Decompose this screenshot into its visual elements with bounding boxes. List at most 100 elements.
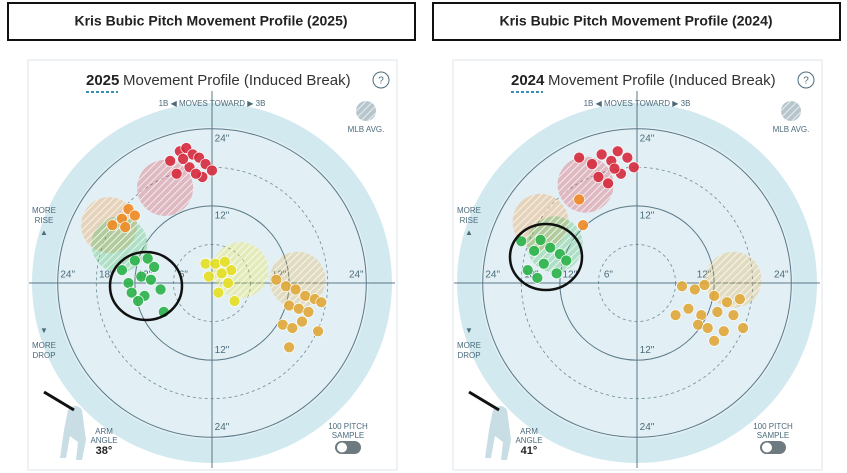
- pitch-point: [170, 167, 183, 180]
- pitch-point: [669, 309, 682, 321]
- pitch-point: [154, 283, 167, 296]
- pitch-point: [534, 234, 547, 246]
- pitch-point: [689, 283, 701, 296]
- arm-angle-value: 38°: [96, 445, 113, 457]
- pitch-point: [698, 279, 711, 291]
- arm-angle-label: ARM: [95, 427, 113, 436]
- header-title: Kris Bubic Pitch Movement Profile (2025): [74, 13, 347, 29]
- sample-label: SAMPLE: [332, 431, 364, 440]
- pitch-point: [145, 273, 157, 286]
- ring-label: 12": [640, 345, 655, 356]
- ring-label: 24": [774, 270, 789, 281]
- pitch-point: [515, 235, 528, 248]
- ring-label: 24": [349, 270, 364, 281]
- pitch-point: [560, 254, 573, 267]
- pitch-point: [283, 341, 295, 354]
- pitch-point: [531, 272, 544, 284]
- ring-label: 24": [640, 422, 655, 433]
- pitcher-figure: [485, 406, 511, 460]
- help-icon[interactable]: [372, 71, 390, 89]
- pitch-point: [544, 241, 557, 254]
- pitch-point: [721, 296, 733, 309]
- pitcher-figure: [60, 406, 86, 460]
- pitch-point: [577, 219, 589, 231]
- pitch-point: [202, 270, 215, 283]
- arm-line: [468, 390, 500, 412]
- sample-label: 100 PITCH: [753, 422, 793, 431]
- help-icon[interactable]: [797, 71, 815, 89]
- arm-line: [43, 390, 75, 412]
- pitch-point: [708, 335, 720, 347]
- mlb-avg-label: MLB AVG.: [773, 125, 810, 134]
- pitch-point: [528, 245, 540, 257]
- mlb-average-hatch: [557, 156, 614, 213]
- pitch-point: [315, 296, 328, 309]
- pitch-point: [602, 177, 614, 190]
- pitch-point: [270, 273, 283, 286]
- pitch-point: [734, 293, 746, 305]
- arm-angle-label: ANGLE: [90, 436, 117, 445]
- ring-label: 12": [563, 270, 578, 281]
- pitch-point: [586, 158, 598, 170]
- pitch-point: [212, 286, 225, 299]
- pitch-point: [132, 295, 144, 307]
- drop-arrow: ▼: [465, 326, 473, 335]
- pitch-point: [119, 221, 132, 233]
- direction-label: 1B ◀ MOVES TOWARD ▶ 3B: [159, 99, 266, 108]
- drop-label: MORE: [457, 341, 481, 350]
- rise-label: MORE: [32, 206, 56, 215]
- mlb-avg-label: MLB AVG.: [348, 125, 385, 134]
- ring-label: 24": [640, 133, 655, 144]
- ring-label: 12": [640, 210, 655, 221]
- pitch-point: [296, 315, 308, 328]
- pitch-point: [116, 264, 128, 276]
- rise-label: RISE: [460, 216, 479, 225]
- pitch-point: [717, 325, 730, 338]
- ring-label: 18": [99, 270, 114, 281]
- rise-arrow: ▲: [465, 228, 473, 237]
- ring-label: 6": [604, 270, 614, 281]
- pitch-point: [621, 151, 634, 164]
- pitch-point: [701, 322, 714, 334]
- header-box: [432, 2, 841, 41]
- mlb-avg-icon-hatch: [781, 101, 801, 121]
- pitch-point: [125, 286, 138, 299]
- plots: Kris Bubic Pitch Movement Profile (2025)…: [7, 2, 841, 471]
- chart-panel: Kris Bubic Pitch Movement Profile (2024)…: [432, 2, 841, 471]
- pitch-point: [573, 193, 585, 206]
- rise-label: MORE: [457, 206, 481, 215]
- pitch-point: [286, 322, 299, 334]
- highlight-circle: [108, 250, 184, 322]
- ring-label: 24": [215, 422, 230, 433]
- pitch-point: [129, 209, 141, 222]
- pitch-point: [228, 295, 241, 307]
- pitch-point: [148, 261, 160, 273]
- pitch-point: [302, 306, 315, 318]
- pitch-point: [611, 145, 624, 158]
- drop-arrow: ▼: [40, 326, 48, 335]
- pitch-point: [206, 164, 218, 177]
- pitch-point: [289, 283, 302, 296]
- arm-angle-label: ARM: [520, 427, 538, 436]
- header-box: [7, 2, 416, 41]
- year: 2024: [511, 72, 545, 89]
- rise-arrow: ▲: [40, 228, 48, 237]
- pitch-point: [106, 219, 119, 231]
- ring-label: 12": [215, 210, 230, 221]
- help-text: ?: [378, 76, 384, 87]
- year: 2025: [86, 72, 119, 89]
- sample-label: 100 PITCH: [328, 422, 368, 431]
- toggle-knob: [337, 442, 347, 453]
- drop-label: DROP: [457, 351, 480, 360]
- pitch-point: [595, 148, 608, 161]
- pitch-point: [177, 153, 189, 165]
- pitch-point: [164, 155, 177, 167]
- mlb-average-hatch: [269, 251, 326, 308]
- pitch-point: [627, 161, 640, 174]
- ring-label: 24": [215, 133, 230, 144]
- arm-angle-label: ANGLE: [515, 436, 542, 445]
- ring-label: 12": [697, 270, 712, 281]
- pitch-point: [222, 277, 234, 289]
- pitch-point: [727, 309, 740, 321]
- pitch-point: [676, 280, 688, 293]
